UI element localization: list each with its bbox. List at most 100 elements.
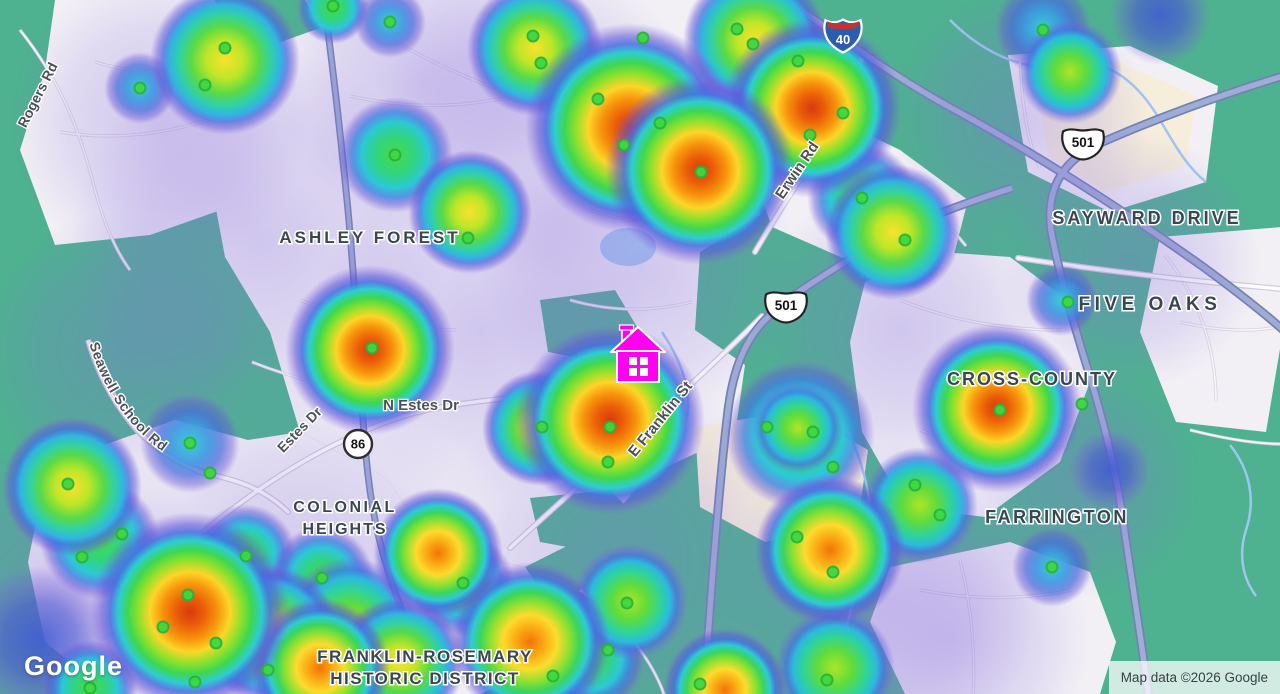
heat-point-dot (591, 92, 605, 106)
heat-point-dot (617, 138, 631, 152)
house-window-pane (640, 357, 648, 365)
route-shield-state-86: 86 (342, 428, 374, 460)
heat-point-dot (209, 636, 223, 650)
heat-point-dot (156, 620, 170, 634)
heat-point-dot (261, 663, 275, 677)
road-label: N Estes Dr (383, 397, 459, 414)
heat-blob-cyan (354, 0, 426, 58)
heat-blob-orange (373, 488, 503, 618)
heat-point-dot (803, 128, 817, 142)
heat-blob-yellow (150, 0, 300, 135)
locality-label: COLONIAL (293, 499, 397, 516)
map-attribution: Map data ©2026 Google (1108, 661, 1280, 694)
heat-point-dot (601, 643, 615, 657)
heat-blob-lime (1018, 20, 1122, 124)
route-shield-us-501: 501 (1061, 128, 1105, 161)
house-window-pane (629, 368, 637, 376)
heat-point-dot (115, 527, 129, 541)
heat-point-dot (908, 478, 922, 492)
heat-point-dot (203, 466, 217, 480)
locality-label: CROSS-COUNTY (947, 369, 1117, 389)
svg-text:40: 40 (836, 32, 850, 47)
marker-layer (610, 324, 666, 383)
heat-point-dot (826, 460, 840, 474)
locality-label: HEIGHTS (302, 521, 387, 538)
heat-point-dot (183, 436, 197, 450)
heat-point-dot (181, 588, 195, 602)
heat-point-dot (326, 0, 340, 13)
house-window-pane (640, 368, 648, 376)
heat-point-dot (383, 15, 397, 29)
heat-point-dot (636, 31, 650, 45)
locality-labels-layer: ASHLEY FOREST SAYWARD DRIVE FIVE OAKS CROSS… (278, 207, 1241, 690)
house-marker[interactable] (610, 324, 666, 383)
heat-point-dot (188, 675, 202, 689)
heat-point-dot (1045, 560, 1059, 574)
heat-blob-blue (1110, 0, 1210, 65)
heat-point-dot (933, 508, 947, 522)
svg-text:501: 501 (1072, 135, 1095, 150)
locality-label: FRANKLIN-ROSEMARY (317, 647, 533, 666)
heat-point-dot (898, 233, 912, 247)
heat-blob-orange (755, 475, 905, 625)
heat-point-dot (791, 54, 805, 68)
google-logo[interactable]: Google (24, 651, 123, 681)
heat-point-dot (75, 550, 89, 564)
heat-blob-lime (775, 608, 895, 694)
heat-point-dot (694, 165, 708, 179)
heat-point-dot (83, 681, 97, 694)
heat-point-dot (239, 549, 253, 563)
heat-blob-orange (663, 628, 787, 694)
heat-point-dot (760, 420, 774, 434)
locality-label: SAYWARD DRIVE (1052, 208, 1241, 228)
heat-blob-lime (753, 383, 843, 473)
heat-point-dot (806, 425, 820, 439)
heat-point-dot (603, 420, 617, 434)
route-shields-layer: 40 501 501 86 (342, 18, 1105, 460)
heat-point-dot (993, 403, 1007, 417)
heat-point-dot (315, 571, 329, 585)
heat-point-dot (1061, 295, 1075, 309)
locality-label: FARRINGTON (985, 507, 1129, 527)
heat-point-dot (693, 677, 707, 691)
heat-point-dot (198, 78, 212, 92)
heat-point-dot (535, 420, 549, 434)
house-window-pane (629, 357, 637, 365)
locality-label: ASHLEY FOREST (279, 228, 460, 247)
locality-label: FIVE OAKS (1079, 294, 1222, 315)
heat-point-dot (461, 231, 475, 245)
heat-point-dot (365, 341, 379, 355)
svg-text:86: 86 (351, 437, 365, 452)
heat-point-dot (133, 81, 147, 95)
heat-point-dot (1075, 397, 1089, 411)
heat-blob-green (297, 0, 369, 44)
heat-point-dot (1036, 23, 1050, 37)
heat-point-dot (388, 148, 402, 162)
heat-point-dot (526, 29, 540, 43)
heat-blob-blue (1070, 430, 1150, 510)
heat-blob-yellow (408, 150, 532, 274)
heat-point-dot (620, 596, 634, 610)
heat-point-dot (218, 41, 232, 55)
locality-label: HISTORIC DISTRICT (330, 669, 520, 688)
heat-point-dot (601, 455, 615, 469)
heat-point-dot (534, 56, 548, 70)
heat-point-dot (730, 22, 744, 36)
heat-point-dot (61, 477, 75, 491)
heat-point-dot (836, 106, 850, 120)
route-shield-interstate-40: 40 (823, 18, 863, 54)
heat-point-dot (546, 669, 560, 683)
heat-point-dot (855, 191, 869, 205)
heat-point-dot (746, 37, 760, 51)
route-shield-us-501: 501 (764, 291, 808, 324)
heat-blob-orange (450, 562, 610, 694)
heat-point-dot (456, 576, 470, 590)
heat-dots-layer (61, 0, 1089, 694)
heat-point-dot (820, 673, 834, 687)
heat-point-dot (653, 116, 667, 130)
svg-text:501: 501 (775, 298, 798, 313)
heat-point-dot (790, 530, 804, 544)
